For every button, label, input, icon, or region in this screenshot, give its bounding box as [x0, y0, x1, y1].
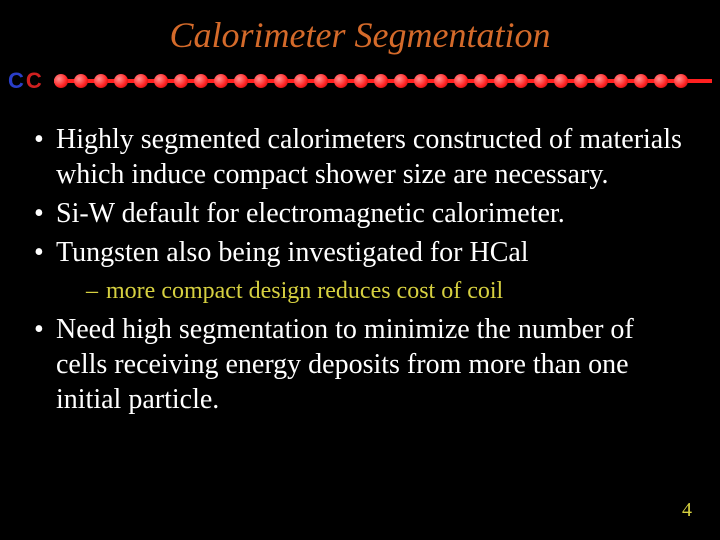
bullet-item: Highly segmented calorimeters constructe…	[28, 122, 692, 192]
bead	[374, 74, 388, 88]
bead	[314, 74, 328, 88]
bead	[534, 74, 548, 88]
bead	[434, 74, 448, 88]
bead	[94, 74, 108, 88]
bead	[494, 74, 508, 88]
bead	[274, 74, 288, 88]
bead	[214, 74, 228, 88]
cc-logo: C C	[8, 70, 42, 92]
bead	[294, 74, 308, 88]
content-area: Highly segmented calorimeters constructe…	[0, 122, 720, 417]
bead	[174, 74, 188, 88]
bead	[574, 74, 588, 88]
bead	[254, 74, 268, 88]
bead	[654, 74, 668, 88]
bead	[514, 74, 528, 88]
page-number: 4	[682, 499, 692, 522]
bead	[74, 74, 88, 88]
bullet-item: Need high segmentation to minimize the n…	[28, 312, 692, 417]
bead	[634, 74, 648, 88]
sub-bullet-item: more compact design reduces cost of coil	[56, 276, 692, 306]
bead	[454, 74, 468, 88]
bead	[154, 74, 168, 88]
bead	[614, 74, 628, 88]
bead	[554, 74, 568, 88]
bead	[414, 74, 428, 88]
bead	[474, 74, 488, 88]
logo-c2: C	[26, 70, 42, 92]
logo-c1: C	[8, 70, 24, 92]
page-title: Calorimeter Segmentation	[0, 0, 720, 66]
title-divider: C C	[0, 66, 720, 94]
bead	[354, 74, 368, 88]
bullet-text: Si-W default for electromagnetic calorim…	[56, 198, 565, 229]
bullet-text: Highly segmented calorimeters constructe…	[56, 124, 682, 190]
bullet-item: Tungsten also being investigated for HCa…	[28, 235, 692, 306]
bead	[674, 74, 688, 88]
sub-bullet-list: more compact design reduces cost of coil	[56, 276, 692, 306]
bead-string	[54, 74, 712, 88]
bead	[54, 74, 68, 88]
bead	[594, 74, 608, 88]
bead	[394, 74, 408, 88]
bullet-text: Need high segmentation to minimize the n…	[56, 314, 634, 415]
bullet-text: Tungsten also being investigated for HCa…	[56, 237, 529, 268]
bullet-item: Si-W default for electromagnetic calorim…	[28, 196, 692, 231]
bullet-list: Highly segmented calorimeters constructe…	[28, 122, 692, 417]
bead	[114, 74, 128, 88]
bead	[334, 74, 348, 88]
bead	[134, 74, 148, 88]
bead	[234, 74, 248, 88]
bead	[194, 74, 208, 88]
